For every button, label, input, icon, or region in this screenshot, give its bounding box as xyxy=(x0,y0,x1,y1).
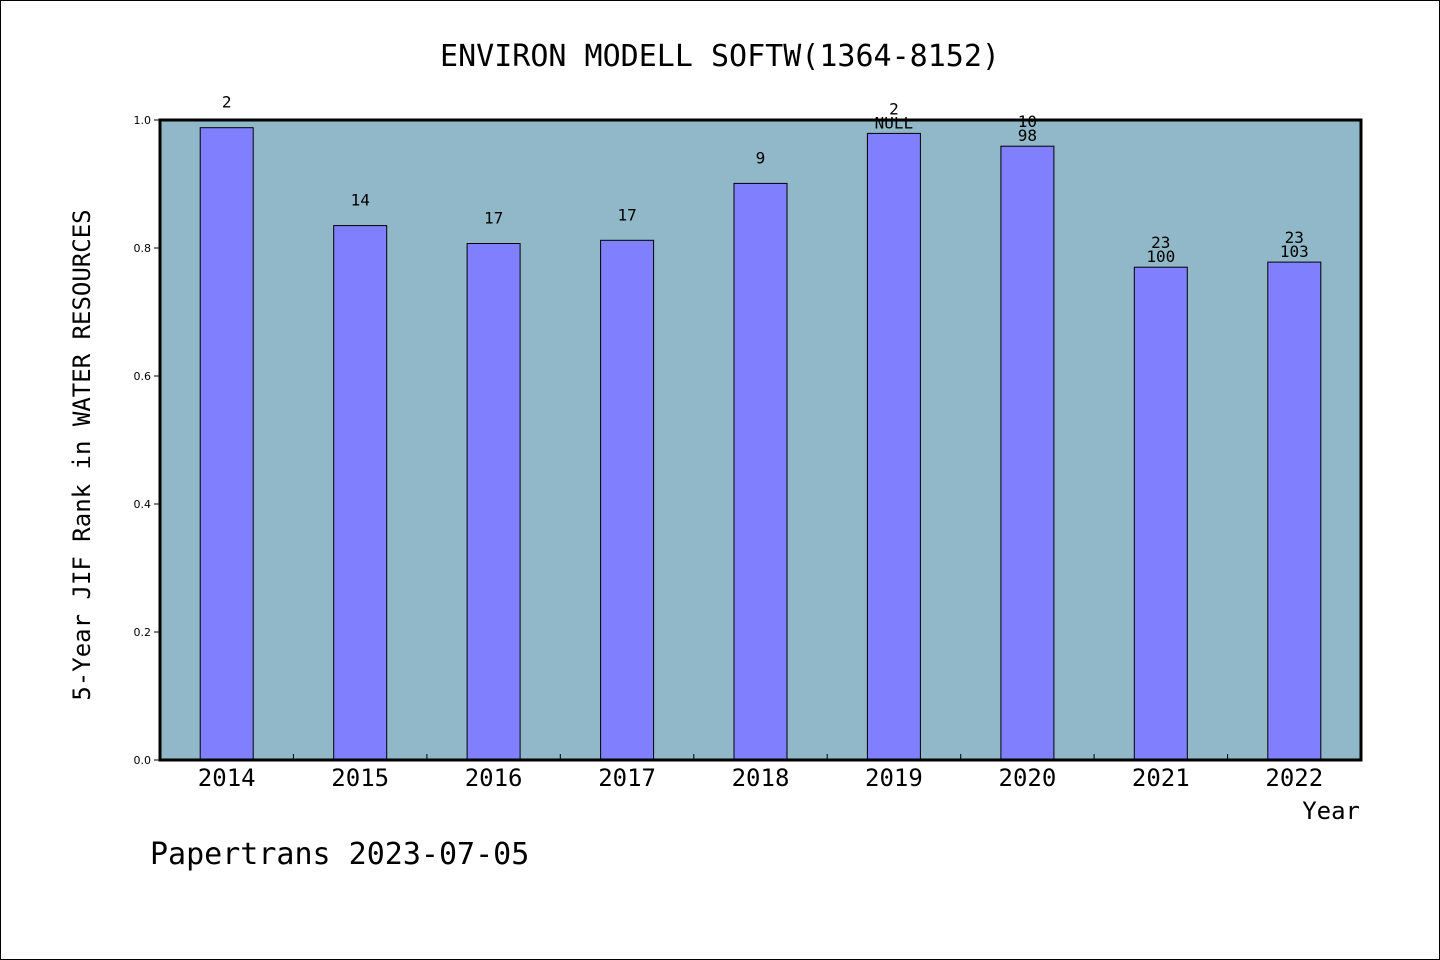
y-tick-label: 0.4 xyxy=(134,498,152,511)
x-tick-label-2018: 2018 xyxy=(732,764,790,792)
x-tick-label-2019: 2019 xyxy=(865,764,923,792)
rank-label-2015: 14 xyxy=(351,191,370,210)
x-tick-label-2022: 2022 xyxy=(1265,764,1323,792)
rank-label-2021: 23 xyxy=(1151,233,1170,252)
footer-text: Papertrans 2023-07-05 xyxy=(150,837,529,872)
y-axis-label: 5-Year JIF Rank in WATER RESOURCES xyxy=(68,209,96,700)
rank-label-2014: 2 xyxy=(222,93,232,112)
plot-border xyxy=(158,118,1363,762)
bar-2016 xyxy=(466,243,521,761)
total-label-2021: 100 xyxy=(1146,247,1175,266)
x-tick-label-2015: 2015 xyxy=(331,764,389,792)
total-label-2019: NULL xyxy=(875,113,914,132)
rank-label-2016: 17 xyxy=(484,209,503,228)
bar-2017 xyxy=(600,239,655,761)
x-tick-label-2014: 2014 xyxy=(198,764,256,792)
rank-label-2018: 9 xyxy=(756,148,766,167)
y-tick-label: 0.0 xyxy=(134,754,152,767)
x-axis-label: Year xyxy=(1302,797,1360,825)
bar-2018 xyxy=(733,182,788,761)
x-tick-label-2020: 2020 xyxy=(999,764,1057,792)
y-tick-label: 0.2 xyxy=(134,626,152,639)
bar-2014 xyxy=(199,127,254,761)
bar-2021 xyxy=(1133,266,1188,761)
total-label-2020: 98 xyxy=(1018,126,1037,145)
rank-label-2019: 2 xyxy=(889,99,899,118)
y-tick-label: 0.8 xyxy=(134,242,152,255)
bar-2019 xyxy=(866,132,921,761)
y-tick-label: 1.0 xyxy=(134,114,152,127)
rank-label-2017: 17 xyxy=(617,205,636,224)
bar-2022 xyxy=(1267,261,1322,761)
x-tick-label-2016: 2016 xyxy=(465,764,523,792)
x-tick-label-2017: 2017 xyxy=(598,764,656,792)
rank-label-2022: 23 xyxy=(1285,228,1304,247)
total-label-2022: 103 xyxy=(1280,242,1309,261)
bar-2015 xyxy=(333,225,388,761)
x-tick-label-2021: 2021 xyxy=(1132,764,1190,792)
chart-title: ENVIRON MODELL SOFTW(1364-8152) xyxy=(440,39,1000,74)
rank-label-2020: 10 xyxy=(1018,112,1037,131)
bar-2020 xyxy=(1000,145,1055,761)
y-tick-label: 0.6 xyxy=(134,370,152,383)
